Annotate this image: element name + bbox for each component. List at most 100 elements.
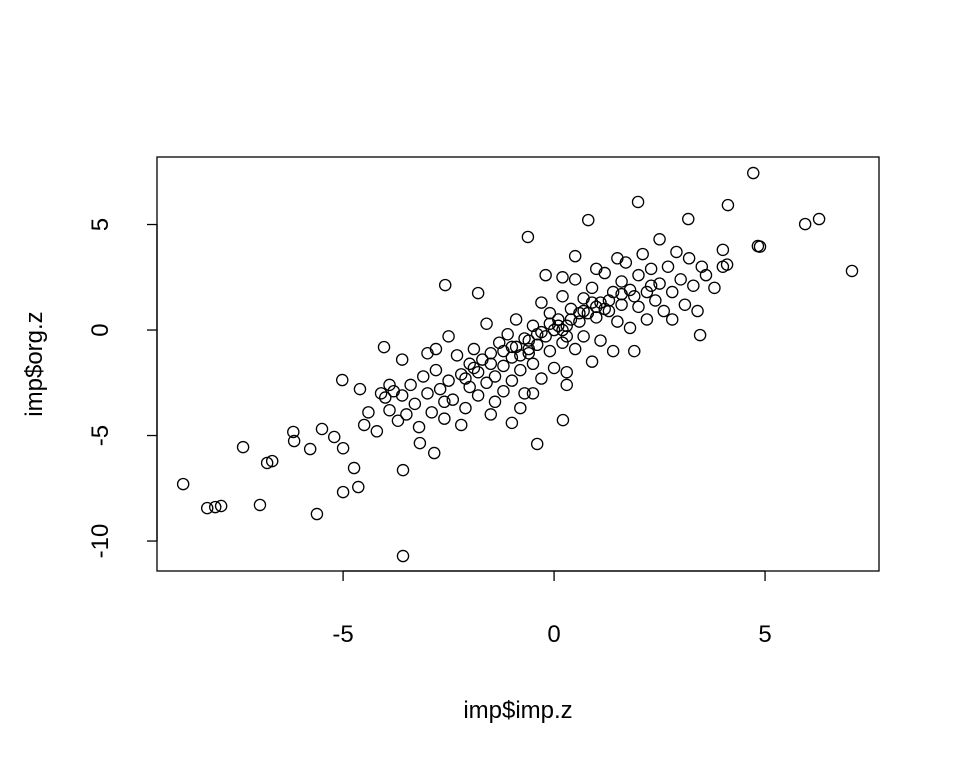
data-point: [568, 249, 582, 263]
data-point: [678, 298, 692, 311]
data-point: [446, 393, 460, 406]
data-point: [509, 313, 523, 326]
data-point: [699, 268, 713, 282]
data-point: [404, 378, 417, 392]
data-point: [467, 361, 481, 375]
data-point: [644, 279, 658, 292]
data-point: [501, 327, 514, 341]
data-point: [543, 344, 557, 358]
data-point: [585, 296, 599, 309]
data-point: [287, 434, 301, 448]
x-tick-label: -5: [332, 621, 353, 648]
data-point: [556, 271, 569, 284]
data-point: [693, 328, 707, 342]
data-point: [665, 285, 679, 299]
data-point: [552, 319, 565, 333]
data-point: [632, 300, 645, 314]
data-point: [497, 384, 510, 398]
data-point: [396, 549, 410, 563]
data-point: [682, 252, 696, 265]
data-point: [556, 323, 569, 337]
data-point: [644, 262, 658, 276]
data-point: [526, 387, 540, 400]
data-point: [560, 365, 573, 379]
data-point: [421, 387, 434, 400]
data-point: [568, 273, 582, 286]
data-point: [606, 344, 620, 358]
data-point: [547, 323, 561, 337]
data-point: [812, 212, 826, 226]
data-point: [623, 321, 637, 335]
data-point: [454, 368, 468, 381]
data-point: [530, 437, 544, 451]
data-point: [438, 412, 451, 425]
data-point: [463, 357, 476, 371]
data-point: [590, 300, 603, 314]
data-point: [568, 342, 582, 356]
data-point: [628, 290, 641, 303]
data-point: [400, 408, 413, 421]
points-layer: [176, 166, 859, 563]
data-point: [438, 395, 451, 409]
data-point: [454, 418, 468, 432]
y-tick-label: 5: [87, 218, 114, 231]
data-point: [564, 313, 578, 326]
data-point: [535, 372, 548, 385]
data-point: [236, 440, 250, 454]
data-point: [253, 498, 267, 512]
data-point: [497, 359, 510, 373]
data-point: [357, 418, 371, 432]
data-point: [670, 245, 683, 259]
data-point: [665, 313, 679, 326]
data-point: [556, 413, 570, 427]
data-point: [362, 406, 375, 419]
data-point: [395, 353, 409, 366]
data-point: [484, 408, 498, 421]
data-point: [303, 442, 317, 456]
data-point: [716, 243, 730, 257]
data-point: [514, 401, 527, 415]
data-point: [798, 217, 812, 231]
data-point: [611, 252, 624, 265]
data-point: [521, 230, 535, 244]
y-tick-label: -5: [87, 425, 114, 446]
data-point: [615, 298, 628, 311]
data-point: [560, 330, 573, 343]
data-point: [370, 425, 384, 438]
data-point: [543, 317, 557, 330]
data-point: [682, 212, 695, 226]
data-point: [628, 344, 641, 358]
data-point: [522, 342, 536, 356]
data-point: [336, 485, 350, 499]
data-point: [484, 346, 498, 360]
data-point: [310, 507, 324, 521]
data-point: [721, 198, 735, 212]
data-point: [459, 401, 472, 415]
data-point: [442, 330, 455, 343]
data-point: [649, 294, 662, 307]
y-axis-label: imp$org.z: [21, 311, 48, 416]
data-point: [429, 363, 443, 377]
data-point: [200, 501, 214, 515]
data-point: [383, 378, 396, 392]
plot-frame: [156, 156, 880, 572]
data-point: [518, 387, 531, 400]
data-point: [556, 290, 569, 303]
y-tick-label: 0: [87, 323, 114, 336]
data-point: [505, 416, 519, 430]
y-tick-label: -10: [87, 524, 114, 559]
data-point: [176, 477, 190, 491]
data-point: [260, 456, 274, 470]
data-point: [427, 446, 441, 460]
data-point: [653, 277, 666, 290]
data-point: [573, 306, 586, 320]
data-point: [615, 287, 628, 301]
data-point: [335, 373, 349, 387]
data-point: [611, 315, 624, 328]
data-point: [471, 389, 485, 402]
data-point: [438, 278, 452, 292]
data-point: [336, 441, 350, 455]
data-point: [631, 195, 645, 209]
x-tick-label: 5: [758, 621, 771, 648]
